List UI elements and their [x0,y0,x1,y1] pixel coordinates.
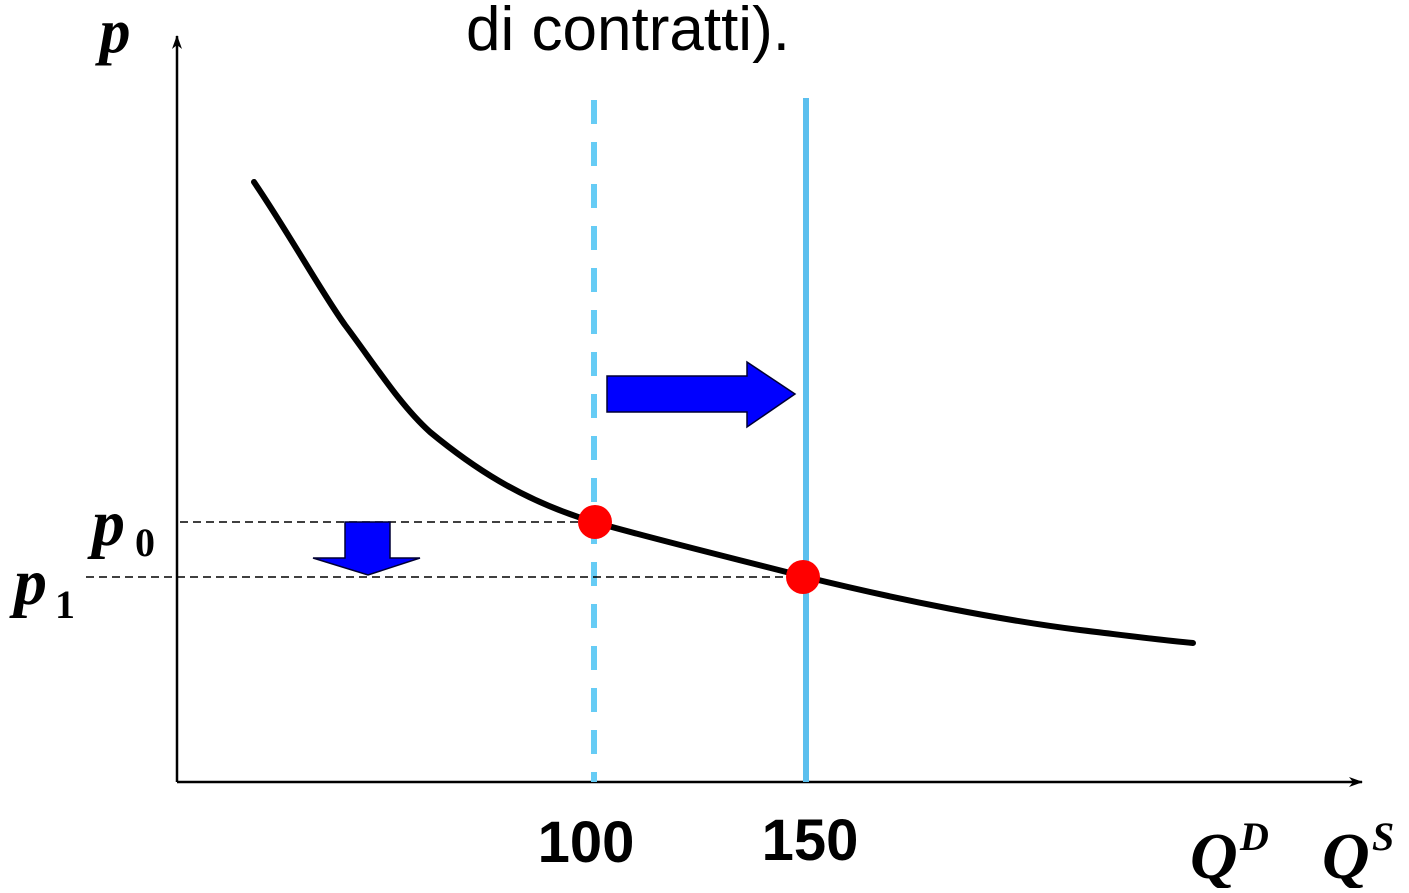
title-fragment: di contratti). [466,0,790,64]
price-drop-down-arrow-icon [312,521,421,576]
equilibrium-point-new [786,560,820,594]
equilibrium-point-initial [578,505,612,539]
price-label-p1-main: p [9,546,47,619]
x-axis-label-supply: Q S [1322,814,1394,893]
supply-shift-right-arrow-icon [606,360,797,429]
price-label-p1: p 1 [9,546,75,627]
quantity-tick-150: 150 [762,808,859,873]
y-axis-label: p [95,0,131,66]
x-axis-label-demand: Q D [1190,814,1269,893]
x-axis-label-demand-sup: D [1239,814,1269,859]
price-label-p0-main: p [87,487,125,560]
x-axis-label-supply-sup: S [1372,814,1394,859]
x-axis-label-supply-main: Q [1322,820,1370,888]
price-label-p0: p 0 [87,487,155,565]
x-axis-label-demand-main: Q [1190,820,1238,888]
quantity-tick-100: 100 [538,810,635,875]
price-label-p1-sub: 1 [55,582,75,627]
price-label-p0-sub: 0 [135,520,155,565]
